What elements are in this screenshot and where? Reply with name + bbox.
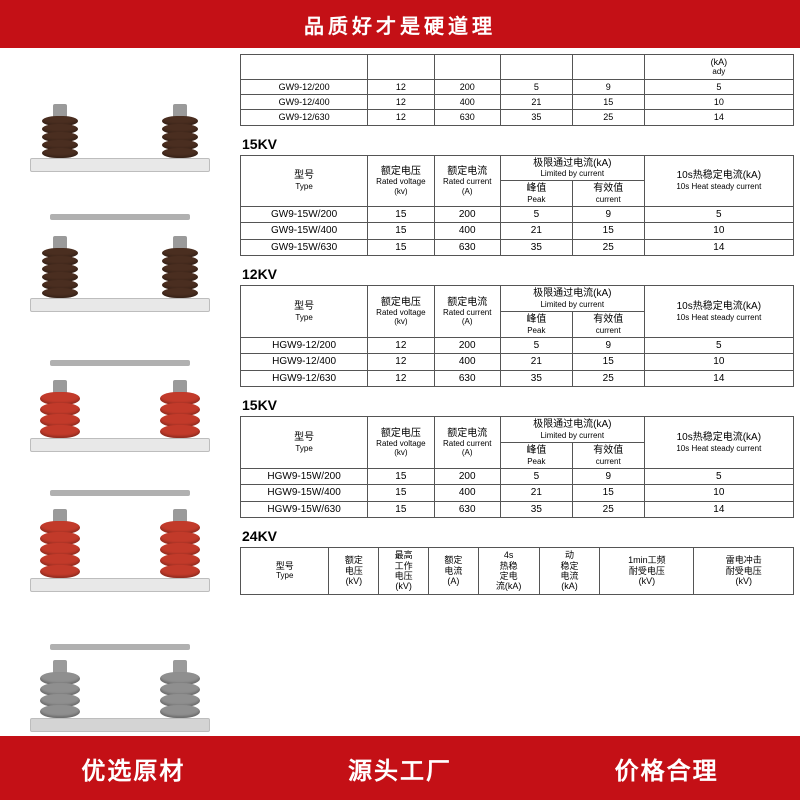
section-title: 15KV bbox=[242, 397, 794, 413]
bottom-banner-text-2: 源头工厂 bbox=[348, 751, 452, 786]
base-plate-icon bbox=[30, 438, 210, 452]
table-row: HGW9-12/40012400211510 bbox=[241, 354, 794, 371]
insulator-icon bbox=[162, 660, 198, 718]
spec-tables-column: (kA)ady GW9-12/20012200595 GW9-12/400124… bbox=[240, 48, 800, 736]
top-banner-text: 品质好才是硬道理 bbox=[304, 10, 496, 39]
product-image-hgw9-15 bbox=[8, 472, 232, 592]
spec-section-12kv: 12KV 型号Type 额定电压Rated voltage (kv) 额定电流R… bbox=[240, 262, 794, 387]
bottom-banner-text-1: 优选原材 bbox=[81, 751, 185, 786]
insulator-icon bbox=[42, 236, 78, 298]
insulator-icon bbox=[162, 380, 198, 438]
base-plate-icon bbox=[30, 158, 210, 172]
bottom-banner: 优选原材 源头工厂 价格合理 bbox=[0, 736, 800, 800]
table-row: HGW9-15W/40015400211510 bbox=[241, 485, 794, 502]
table-row: GW9-12/20012200595 bbox=[241, 79, 794, 94]
table-row: (kA)ady bbox=[241, 55, 794, 80]
crossbar-icon bbox=[50, 214, 190, 220]
bottom-banner-text-3: 价格合理 bbox=[615, 751, 719, 786]
table-row: GW9-15W/20015200595 bbox=[241, 206, 794, 223]
crossbar-icon bbox=[50, 644, 190, 650]
section-title: 12KV bbox=[242, 266, 794, 282]
insulator-icon bbox=[42, 660, 78, 718]
table-row: GW9-15W/63015630352514 bbox=[241, 239, 794, 256]
table-row: HGW9-15W/63015630352514 bbox=[241, 501, 794, 518]
product-image-gw9-15 bbox=[8, 192, 232, 312]
spec-section-24kv-partial: 24KV 型号Type 额定电压(kV) 最高工作电压(kV) 额定电流(A) … bbox=[240, 524, 794, 594]
table-row: HGW9-12/20012200595 bbox=[241, 337, 794, 354]
insulator-icon bbox=[162, 104, 198, 158]
spec-table: 型号Type 额定电压Rated voltage (kv) 额定电流Rated … bbox=[240, 416, 794, 518]
product-image-24kv bbox=[8, 612, 232, 732]
table-row: GW9-12/63012630352514 bbox=[241, 110, 794, 125]
crossbar-icon bbox=[50, 490, 190, 496]
base-plate-icon bbox=[30, 298, 210, 312]
table-row: GW9-12/40012400211510 bbox=[241, 94, 794, 109]
product-images-column bbox=[0, 48, 240, 736]
table-header-row: 型号Type 额定电压Rated voltage (kv) 额定电流Rated … bbox=[241, 286, 794, 312]
insulator-icon bbox=[42, 380, 78, 438]
spec-table: 型号Type 额定电压Rated voltage (kv) 额定电流Rated … bbox=[240, 155, 794, 257]
table-header-row: 型号Type 额定电压Rated voltage (kv) 额定电流Rated … bbox=[241, 417, 794, 443]
table-header-row: 型号Type 额定电压(kV) 最高工作电压(kV) 额定电流(A) 4s热稳定… bbox=[241, 548, 794, 594]
insulator-icon bbox=[42, 509, 78, 578]
top-banner: 品质好才是硬道理 bbox=[0, 0, 800, 48]
section-title: 24KV bbox=[242, 528, 794, 544]
table-row: HGW9-12/63012630352514 bbox=[241, 370, 794, 387]
table-header-row: 型号Type 额定电压Rated voltage (kv) 额定电流Rated … bbox=[241, 155, 794, 181]
base-plate-icon bbox=[30, 578, 210, 592]
crossbar-icon bbox=[50, 360, 190, 366]
product-image-hgw9-12 bbox=[8, 332, 232, 452]
spec-section-15kv-b: 15KV 型号Type 额定电压Rated voltage (kv) 额定电流R… bbox=[240, 393, 794, 518]
spec-table: 型号Type 额定电压Rated voltage (kv) 额定电流Rated … bbox=[240, 285, 794, 387]
base-plate-icon bbox=[30, 718, 210, 732]
table-row: GW9-15W/40015400211510 bbox=[241, 223, 794, 240]
section-title: 15KV bbox=[242, 136, 794, 152]
spec-section-gw9-12-partial: (kA)ady GW9-12/20012200595 GW9-12/400124… bbox=[240, 54, 794, 126]
insulator-icon bbox=[162, 236, 198, 298]
header-fragment: (kA)ady bbox=[644, 55, 793, 80]
spec-section-15kv-a: 15KV 型号Type 额定电压Rated voltage (kv) 额定电流R… bbox=[240, 132, 794, 257]
insulator-icon bbox=[42, 104, 78, 158]
spec-table: 型号Type 额定电压(kV) 最高工作电压(kV) 额定电流(A) 4s热稳定… bbox=[240, 547, 794, 594]
table-row: HGW9-15W/20015200595 bbox=[241, 468, 794, 485]
content-area: (kA)ady GW9-12/20012200595 GW9-12/400124… bbox=[0, 48, 800, 736]
spec-table: (kA)ady GW9-12/20012200595 GW9-12/400124… bbox=[240, 54, 794, 126]
insulator-icon bbox=[162, 509, 198, 578]
product-image-gw9-12 bbox=[8, 52, 232, 172]
